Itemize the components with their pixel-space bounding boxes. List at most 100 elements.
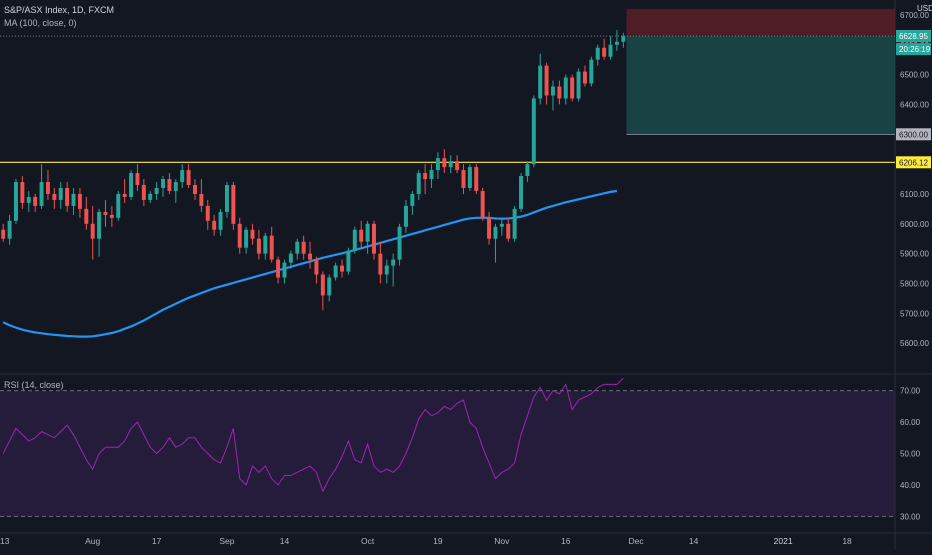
candle <box>320 274 325 296</box>
candle <box>359 229 364 242</box>
time-tick-label: 13 <box>0 536 10 546</box>
candle <box>58 187 63 200</box>
candle <box>186 170 191 186</box>
time-tick-label: 2021 <box>774 536 793 546</box>
time-tick-label: 16 <box>561 536 571 546</box>
candle <box>161 179 165 188</box>
currency-label[interactable]: USD <box>917 4 932 13</box>
candle <box>269 235 274 260</box>
position-stop-zone[interactable] <box>626 8 896 37</box>
candle <box>301 241 306 254</box>
candle <box>544 65 549 96</box>
candle <box>224 185 229 212</box>
close-price-tag-bg <box>896 30 931 43</box>
candle <box>416 173 421 194</box>
candle <box>519 176 523 209</box>
rsi-line <box>2 377 624 493</box>
price-tick-label: 5600.00 <box>900 339 929 348</box>
candle <box>461 170 466 188</box>
candle <box>614 41 619 45</box>
candle <box>384 265 389 275</box>
candle <box>576 71 581 99</box>
support-price-tag-bg <box>896 156 931 169</box>
candle <box>308 253 313 260</box>
candle <box>448 161 453 168</box>
candle <box>410 193 415 206</box>
price-tick-label: 6000.00 <box>900 220 929 229</box>
candle <box>333 265 338 278</box>
price-tick-label: 5800.00 <box>900 279 929 288</box>
candle <box>595 47 600 60</box>
candle <box>288 253 293 263</box>
candle <box>205 205 210 221</box>
candle <box>480 190 485 218</box>
price-tick-label: 6500.00 <box>900 71 929 80</box>
price-tick-label: 5700.00 <box>900 309 929 318</box>
candle <box>570 77 575 99</box>
candle <box>109 214 114 218</box>
candle <box>263 235 268 254</box>
candle <box>429 170 434 180</box>
target-price-tag: 6300.00 <box>899 130 928 139</box>
time-tick-label: 19 <box>433 536 443 546</box>
candle <box>20 182 25 203</box>
candle <box>512 208 517 239</box>
candle <box>487 217 492 239</box>
rsi-tick-label: 70.00 <box>900 387 921 396</box>
support-price-tag: 6206.12 <box>899 158 928 167</box>
rsi-tick-label: 50.00 <box>900 450 921 459</box>
candle <box>199 193 204 206</box>
rsi-tick-label: 30.00 <box>900 512 921 521</box>
candle <box>237 223 242 248</box>
candle <box>52 193 57 200</box>
candle <box>1 229 6 239</box>
rsi-tick-label: 60.00 <box>900 418 921 427</box>
price-tick-label: 5900.00 <box>900 250 929 259</box>
candle <box>77 193 82 209</box>
candle <box>167 179 172 191</box>
candle <box>116 193 121 218</box>
symbol-legend[interactable]: S&P/ASX Index, 1D, FXCM <box>4 5 115 15</box>
candle <box>154 187 159 194</box>
candle <box>372 223 376 254</box>
rsi-band <box>0 390 895 517</box>
candle <box>148 193 153 200</box>
candle <box>423 173 428 180</box>
candle <box>365 223 370 242</box>
candle <box>346 250 351 272</box>
candle <box>250 229 255 239</box>
candle <box>314 259 319 275</box>
candle <box>141 185 146 200</box>
candle <box>276 259 281 278</box>
candle <box>180 170 185 183</box>
countdown-tag: 20:26:19 <box>899 45 931 54</box>
ma-indicator-legend[interactable]: MA (100, close, 0) <box>4 18 77 28</box>
candle <box>135 173 140 186</box>
candle <box>563 77 568 99</box>
rsi-indicator-legend[interactable]: RSI (14, close) <box>4 380 64 390</box>
candle <box>295 241 300 254</box>
candle <box>97 211 102 239</box>
time-tick-label: Sep <box>219 536 234 546</box>
candle <box>212 220 217 230</box>
candle <box>538 65 543 99</box>
time-tick-label: 14 <box>689 536 699 546</box>
time-tick-label: 17 <box>152 536 162 546</box>
candle <box>90 223 95 239</box>
time-tick-label: Aug <box>85 536 100 546</box>
candle <box>218 211 223 230</box>
candle <box>391 259 396 266</box>
candle <box>7 220 12 239</box>
candle <box>26 196 31 203</box>
candle <box>621 36 626 42</box>
candle <box>435 158 440 171</box>
price-tick-label: 6700.00 <box>900 11 929 20</box>
position-target-zone[interactable] <box>626 36 896 135</box>
candle <box>340 265 344 272</box>
candle <box>506 223 511 239</box>
candle <box>378 253 383 275</box>
candle <box>256 238 261 254</box>
time-tick-label: Oct <box>361 536 375 546</box>
